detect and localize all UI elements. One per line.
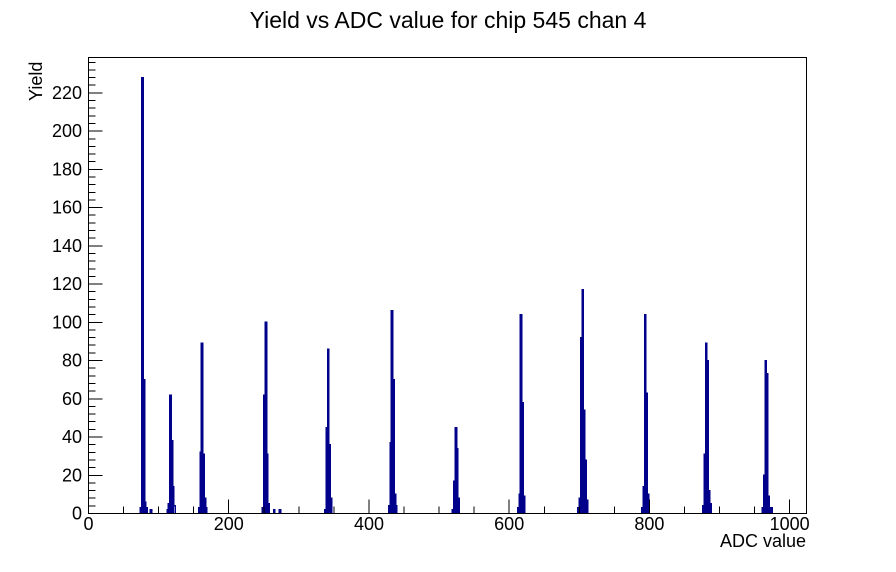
y-tick-label: 200 [52, 121, 82, 141]
x-tick-label: 200 [214, 514, 244, 534]
y-tick-label: 220 [52, 83, 82, 103]
plot-frame [88, 57, 807, 514]
y-tick-label: 100 [52, 312, 82, 332]
x-tick-label: 800 [634, 514, 664, 534]
y-tick-label: 80 [62, 351, 82, 371]
x-tick-label: 600 [494, 514, 524, 534]
x-tick-label: 0 [83, 514, 93, 534]
y-tick-label: 140 [52, 236, 82, 256]
y-tick-label: 180 [52, 159, 82, 179]
y-tick-label: 20 [62, 465, 82, 485]
x-tick-label: 1000 [770, 514, 810, 534]
y-tick-label: 60 [62, 389, 82, 409]
y-tick-label: 0 [72, 504, 82, 524]
y-tick-label: 120 [52, 274, 82, 294]
histogram-series [88, 76, 807, 515]
x-axis-title: ADC value [719, 531, 806, 551]
y-axis-title: Yield [26, 61, 46, 101]
y-tick-label: 40 [62, 427, 82, 447]
plot-title: Yield vs ADC value for chip 545 chan 4 [249, 7, 647, 33]
y-tick-label: 160 [52, 198, 82, 218]
x-tick-label: 400 [354, 514, 384, 534]
